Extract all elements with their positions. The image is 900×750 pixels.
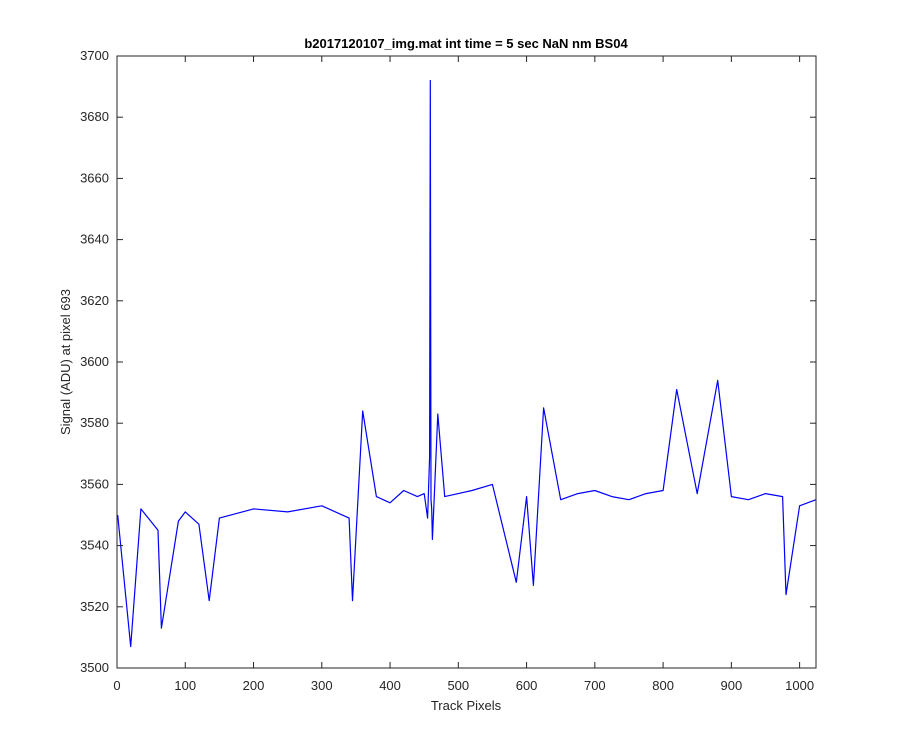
x-tick-label: 1000 [785,678,814,693]
x-tick-label: 600 [516,678,538,693]
series-line [117,79,817,648]
x-tick-label: 400 [379,678,401,693]
x-tick-label: 500 [447,678,469,693]
x-axis: 0 100 200 300 400 500 600 700 800 900 1000 [113,56,814,693]
y-tick-label: 3540 [80,538,109,553]
y-tick-label: 3600 [80,354,109,369]
y-tick-label: 3580 [80,415,109,430]
y-tick-label: 3680 [80,109,109,124]
x-tick-label: 700 [584,678,606,693]
chart-title: b2017120107_img.mat int time = 5 sec NaN… [304,36,628,51]
x-axis-label: Track Pixels [431,698,502,713]
y-tick-label: 3620 [80,293,109,308]
x-tick-label: 0 [113,678,120,693]
y-tick-label: 3560 [80,476,109,491]
y-axis-label: Signal (ADU) at pixel 693 [58,289,73,435]
x-tick-label: 800 [652,678,674,693]
series-layer [117,79,817,648]
y-tick-label: 3660 [80,170,109,185]
y-tick-label: 3640 [80,232,109,247]
y-axis: 3500 3520 3540 3560 3580 3600 3620 3640 3660 3680… [80,48,816,675]
plot-area [117,56,816,668]
x-tick-label: 900 [721,678,743,693]
x-tick-label: 300 [311,678,333,693]
y-tick-label: 3520 [80,599,109,614]
x-tick-label: 200 [243,678,265,693]
y-tick-label: 3500 [80,660,109,675]
x-tick-label: 100 [174,678,196,693]
y-tick-label: 3700 [80,48,109,63]
